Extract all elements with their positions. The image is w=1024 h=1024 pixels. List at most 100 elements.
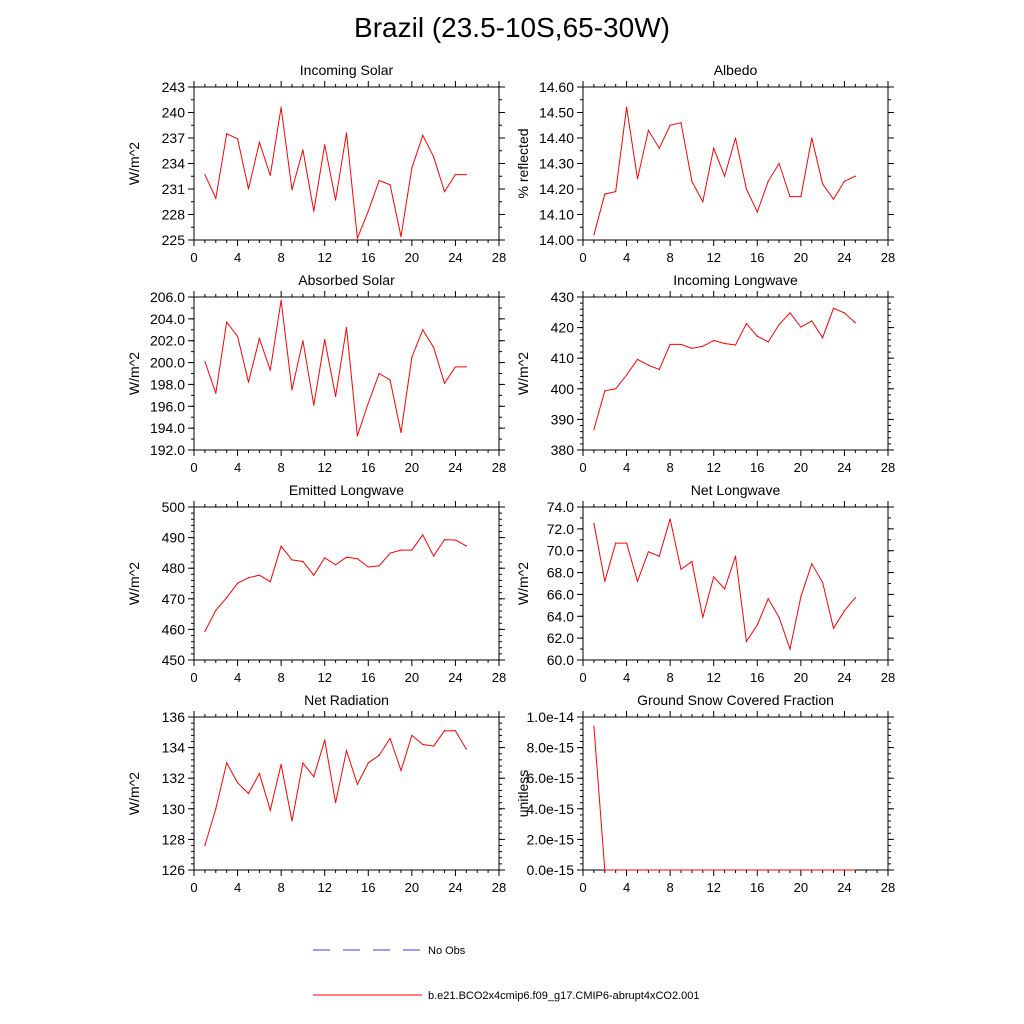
y-tick-label: 14.10 [539, 207, 574, 223]
y-tick-label: 136 [162, 709, 186, 725]
x-tick-label: 8 [667, 460, 674, 475]
y-tick-label: 202.0 [150, 333, 185, 349]
data-point [345, 750, 348, 752]
data-point [269, 809, 271, 811]
y-tick-label: 126 [162, 862, 186, 878]
y-axis-label: W/m^2 [126, 352, 142, 395]
data-point [636, 358, 639, 361]
data-point [258, 773, 260, 775]
figure-title: Brazil (23.5-10S,65-30W) [354, 12, 670, 43]
data-point [756, 335, 758, 337]
panel-albedo: Albedo % reflected 0 4 8 12 16 20 24 28 14.00 14.10… [515, 62, 895, 265]
data-point [789, 196, 791, 198]
x-tick-label: 28 [492, 880, 506, 895]
data-point [832, 627, 835, 629]
legend-label-no-obs: No Obs [428, 945, 466, 957]
data-point [702, 345, 704, 347]
y-tick-label: 194.0 [150, 420, 185, 436]
data-point [400, 236, 402, 238]
y-tick-label: 4.0e-15 [527, 801, 575, 817]
x-tick-label: 4 [623, 670, 630, 685]
data-point [443, 730, 446, 732]
data-point [324, 339, 326, 341]
data-point [636, 580, 639, 582]
series-line [593, 107, 856, 236]
data-point [454, 173, 457, 176]
panel-title: Absorbed Solar [298, 272, 395, 288]
panel-title: Incoming Solar [300, 62, 394, 78]
y-tick-label: 1.0e-14 [527, 709, 575, 725]
y-tick-label: 200.0 [150, 355, 185, 371]
y-tick-label: 228 [162, 207, 186, 223]
data-point [465, 545, 467, 547]
x-tick-label: 20 [794, 880, 808, 895]
data-point [378, 372, 380, 375]
data-point [324, 557, 326, 559]
data-point [226, 321, 228, 323]
data-point [636, 869, 639, 871]
panel-title: Emitted Longwave [289, 482, 404, 498]
y-tick-label: 196.0 [150, 398, 185, 414]
data-point [291, 820, 293, 822]
x-tick-label: 0 [190, 460, 197, 475]
x-tick-label: 28 [881, 880, 895, 895]
data-point [691, 180, 693, 182]
data-point [400, 769, 402, 772]
plot-frame [193, 86, 500, 241]
data-point [669, 343, 671, 346]
data-point [691, 347, 693, 350]
y-tick-label: 68.0 [547, 565, 574, 581]
data-point [734, 344, 737, 346]
data-point [291, 559, 293, 561]
data-point [313, 776, 315, 778]
y-tick-label: 206.0 [150, 289, 185, 305]
data-point [680, 343, 682, 346]
panel-title: Net Longwave [691, 482, 781, 498]
data-point [625, 542, 628, 544]
y-tick-label: 198.0 [150, 376, 185, 392]
data-point [658, 869, 660, 871]
x-tick-label: 16 [750, 250, 764, 265]
x-tick-label: 12 [317, 460, 331, 475]
data-point [615, 388, 617, 390]
y-axis-label: W/m^2 [126, 772, 142, 815]
x-tick-label: 16 [361, 880, 375, 895]
y-axis-label: W/m^2 [126, 562, 142, 605]
y-tick-label: 470 [162, 591, 186, 607]
y-tick-label: 64.0 [547, 608, 574, 624]
data-point [280, 545, 282, 547]
data-point [291, 189, 293, 191]
data-point [734, 869, 737, 871]
data-point [324, 144, 326, 146]
x-tick-label: 4 [623, 250, 630, 265]
y-tick-label: 6.0e-15 [527, 770, 575, 786]
data-point [258, 141, 260, 143]
data-point [226, 596, 228, 599]
x-tick-label: 24 [448, 670, 462, 685]
data-point [367, 762, 369, 764]
data-point [615, 190, 617, 193]
data-point [433, 156, 435, 158]
data-point [433, 555, 435, 557]
y-tick-label: 400 [551, 381, 575, 397]
data-point [443, 382, 446, 384]
data-point [378, 565, 380, 567]
data-point [713, 869, 715, 871]
series-line [204, 533, 467, 632]
data-point [236, 782, 239, 784]
panel-net-radiation: Net Radiation W/m^2 0 4 8 12 16 20 24 28 126 128 130… [126, 692, 506, 895]
x-tick-label: 28 [492, 250, 506, 265]
x-tick-label: 20 [794, 460, 808, 475]
data-point [313, 210, 315, 212]
data-point [702, 201, 704, 203]
data-point [604, 869, 606, 871]
data-point [811, 137, 813, 139]
data-point [625, 106, 628, 108]
data-point [593, 428, 595, 431]
x-tick-label: 0 [190, 880, 197, 895]
x-tick-label: 24 [837, 880, 851, 895]
x-tick-label: 28 [881, 250, 895, 265]
data-point [625, 374, 628, 376]
y-tick-label: 14.30 [539, 156, 574, 172]
